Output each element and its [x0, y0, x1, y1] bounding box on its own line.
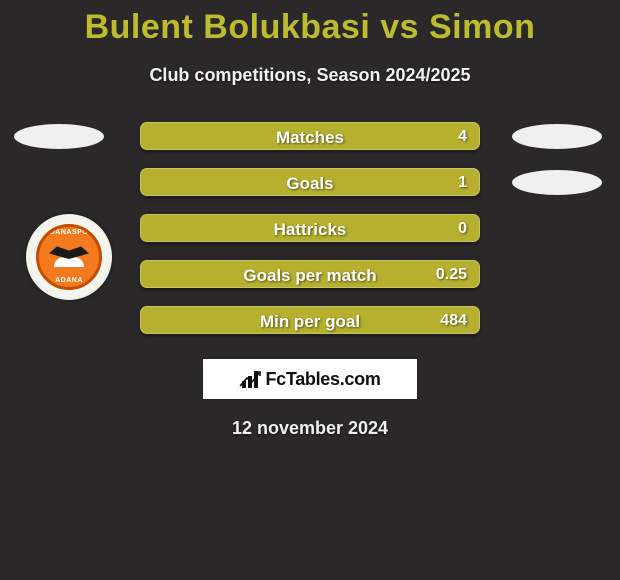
- stat-bar: Min per goal 484: [140, 306, 480, 334]
- stat-value: 1: [458, 174, 467, 192]
- stat-label: Goals per match: [141, 266, 479, 286]
- bar-chart-icon: [239, 370, 261, 388]
- site-label: FcTables.com: [265, 369, 380, 390]
- avatar-placeholder-right: [512, 170, 602, 195]
- stat-row: Goals per match 0.25: [0, 256, 620, 302]
- stat-bar: Matches 4: [140, 122, 480, 150]
- page-title: Bulent Bolukbasi vs Simon: [0, 0, 620, 47]
- stat-bar: Hattricks 0: [140, 214, 480, 242]
- season-subtitle: Club competitions, Season 2024/2025: [0, 65, 620, 86]
- stat-value: 0.25: [436, 266, 467, 284]
- stat-bar: Goals per match 0.25: [140, 260, 480, 288]
- site-attribution[interactable]: FcTables.com: [202, 358, 418, 400]
- stat-row: Min per goal 484: [0, 302, 620, 348]
- stat-label: Hattricks: [141, 220, 479, 240]
- stat-label: Min per goal: [141, 312, 479, 332]
- stats-grid: Matches 4 ADANASPOR ADANA Goals 1: [0, 118, 620, 348]
- stat-row: Matches 4: [0, 118, 620, 164]
- comparison-card: Bulent Bolukbasi vs Simon Club competiti…: [0, 0, 620, 580]
- stat-row: ADANASPOR ADANA Goals 1: [0, 164, 620, 210]
- stat-value: 0: [458, 220, 467, 238]
- stat-label: Goals: [141, 174, 479, 194]
- snapshot-date: 12 november 2024: [0, 418, 620, 439]
- stat-row: Hattricks 0: [0, 210, 620, 256]
- avatar-placeholder-left: [14, 124, 104, 149]
- stat-label: Matches: [141, 128, 479, 148]
- stat-value: 4: [458, 128, 467, 146]
- stat-bar: Goals 1: [140, 168, 480, 196]
- avatar-placeholder-right: [512, 124, 602, 149]
- stat-value: 484: [440, 312, 467, 330]
